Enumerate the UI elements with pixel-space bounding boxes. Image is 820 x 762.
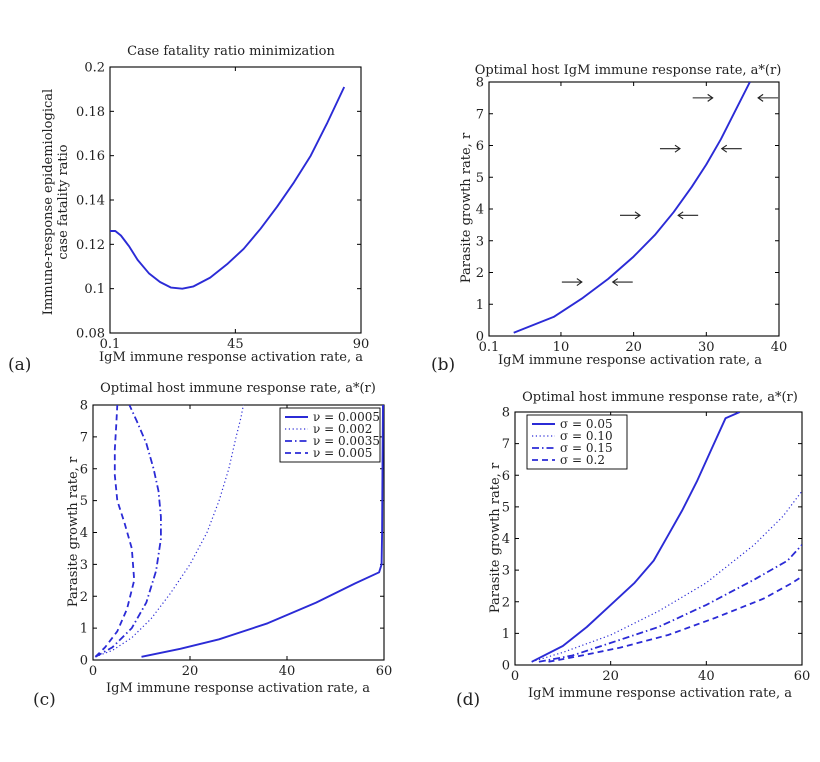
legend-label-c-1: ν = 0.002 xyxy=(313,422,372,436)
x-tick-label-a: 0.1 xyxy=(100,337,121,352)
y-tick-label-c: 1 xyxy=(80,622,88,637)
y-tick-label-a: 0.14 xyxy=(76,194,105,209)
y-tick-label-d: 3 xyxy=(502,564,510,579)
legend-label-c-2: ν = 0.0035 xyxy=(313,434,380,448)
panel-c-xlabel: IgM immune response activation rate, a xyxy=(106,681,370,696)
y-tick-label-c: 2 xyxy=(80,590,88,605)
arrow-head-2 xyxy=(634,211,641,220)
y-tick-label-b: 1 xyxy=(476,298,484,313)
series-line-c-1 xyxy=(95,405,244,658)
y-tick-label-d: 7 xyxy=(502,437,510,452)
series-line-b-0 xyxy=(513,82,751,334)
y-tick-label-d: 4 xyxy=(502,532,510,547)
y-tick-label-c: 5 xyxy=(80,494,88,509)
y-tick-label-b: 4 xyxy=(476,203,484,218)
panel-a-xlabel: IgM immune response activation rate, a xyxy=(99,350,363,365)
y-tick-label-b: 2 xyxy=(476,266,484,281)
panel-b-ylabel: Parasite growth rate, r xyxy=(459,132,474,283)
y-tick-label-d: 1 xyxy=(502,627,510,642)
series-line-c-0 xyxy=(141,405,384,658)
panel-d-title: Optimal host immune response rate, a*(r) xyxy=(522,390,798,405)
x-tick-label-a: 90 xyxy=(353,337,370,352)
x-tick-label-b: 20 xyxy=(625,340,642,355)
y-tick-label-a: 0.12 xyxy=(76,238,105,253)
x-tick-label-c: 60 xyxy=(376,664,393,679)
panel-c: Optimal host immune response rate, a*(r)… xyxy=(33,381,392,710)
y-tick-label-a: 0.16 xyxy=(76,149,105,164)
y-tick-label-c: 6 xyxy=(80,462,88,477)
arrow-head-5 xyxy=(720,144,728,153)
series-line-d-3 xyxy=(548,575,802,663)
y-tick-label-c: 7 xyxy=(80,430,88,445)
y-tick-label-a: 0.08 xyxy=(76,327,105,342)
series-line-c-2 xyxy=(94,405,162,658)
panel-c-label: (c) xyxy=(33,690,56,710)
y-tick-label-b: 3 xyxy=(476,234,484,249)
y-tick-label-d: 6 xyxy=(502,469,510,484)
x-tick-label-b: 10 xyxy=(553,340,570,355)
panel-d-xlabel: IgM immune response activation rate, a xyxy=(528,686,792,701)
legend-label-d-0: σ = 0.05 xyxy=(560,417,613,431)
y-tick-label-c: 3 xyxy=(80,558,88,573)
x-tick-label-d: 0 xyxy=(511,669,519,684)
panel-d-label: (d) xyxy=(456,690,480,710)
panel-d: Optimal host immune response rate, a*(r)… xyxy=(456,390,810,710)
legend-label-c-3: ν = 0.005 xyxy=(313,446,372,460)
y-tick-label-d: 2 xyxy=(502,595,510,610)
x-tick-label-a: 45 xyxy=(227,337,244,352)
plot-frame-a xyxy=(109,66,362,334)
series-line-a-0 xyxy=(110,86,346,290)
arrow-head-1 xyxy=(611,278,619,286)
y-tick-label-b: 0 xyxy=(476,330,484,345)
panel-c-title: Optimal host immune response rate, a*(r) xyxy=(100,381,376,396)
panel-a-title: Case fatality ratio minimization xyxy=(127,44,335,59)
y-tick-label-a: 0.1 xyxy=(84,282,105,297)
y-tick-label-b: 6 xyxy=(476,139,484,154)
panel-c-ylabel: Parasite growth rate, r xyxy=(66,456,81,607)
y-tick-label-d: 0 xyxy=(502,659,510,674)
x-tick-label-d: 40 xyxy=(698,669,715,684)
y-tick-label-b: 8 xyxy=(476,76,484,91)
panel-b-title: Optimal host IgM immune response rate, a… xyxy=(475,63,782,78)
panel-a-ylabel-2: case fatality ratio xyxy=(56,144,71,259)
y-tick-label-a: 0.18 xyxy=(76,105,105,120)
panel-d-ylabel: Parasite growth rate, r xyxy=(488,462,503,613)
y-tick-label-b: 5 xyxy=(476,171,484,186)
legend-label-d-1: σ = 0.10 xyxy=(560,429,613,443)
x-tick-label-c: 40 xyxy=(279,664,296,679)
arrow-head-6 xyxy=(707,93,714,102)
x-tick-label-c: 0 xyxy=(89,664,97,679)
x-tick-label-d: 20 xyxy=(602,669,619,684)
arrow-head-3 xyxy=(677,211,684,220)
x-tick-label-c: 20 xyxy=(182,664,199,679)
panel-b-label: (b) xyxy=(431,355,455,375)
legend-label-c-0: ν = 0.0005 xyxy=(313,410,380,424)
y-tick-label-c: 8 xyxy=(80,399,88,414)
x-tick-label-b: 40 xyxy=(771,340,788,355)
legend-label-d-3: σ = 0.2 xyxy=(560,453,605,467)
series-line-d-0 xyxy=(531,412,741,663)
arrow-head-4 xyxy=(674,144,681,153)
y-tick-label-c: 4 xyxy=(80,526,88,541)
series-line-c-3 xyxy=(94,405,136,658)
arrow-head-7 xyxy=(757,93,764,102)
plot-frame-b xyxy=(488,81,780,337)
y-tick-label-c: 0 xyxy=(80,654,88,669)
y-tick-label-a: 0.2 xyxy=(84,61,105,76)
legend-label-d-2: σ = 0.15 xyxy=(560,441,613,455)
y-tick-label-d: 8 xyxy=(502,406,510,421)
x-tick-label-b: 0.1 xyxy=(479,340,500,355)
panel-b: Optimal host IgM immune response rate, a… xyxy=(431,63,787,375)
y-tick-label-b: 7 xyxy=(476,107,484,122)
panel-a: Case fatality ratio minimization Immune-… xyxy=(8,44,369,375)
panel-a-ylabel-1: Immune-response epidemiological xyxy=(41,89,56,315)
x-tick-label-b: 30 xyxy=(698,340,715,355)
x-tick-label-d: 60 xyxy=(794,669,811,684)
panel-b-xlabel: IgM immune response activation rate, a xyxy=(498,353,762,368)
series-line-d-2 xyxy=(538,544,802,663)
arrow-head-0 xyxy=(576,278,583,286)
panel-a-label: (a) xyxy=(8,355,31,375)
y-tick-label-d: 5 xyxy=(502,500,510,515)
